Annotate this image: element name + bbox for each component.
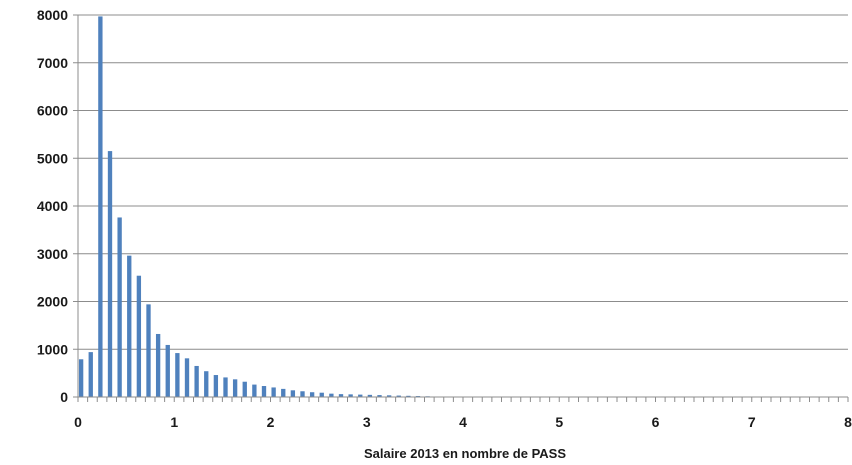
bar: [184, 358, 190, 397]
bar: [98, 16, 103, 398]
y-tick-label: 0: [60, 389, 68, 405]
bar: [309, 392, 315, 397]
bar: [290, 390, 296, 397]
bar: [367, 394, 373, 397]
bar: [88, 352, 93, 397]
x-tick-label: 6: [652, 414, 660, 430]
bar: [396, 395, 401, 397]
bar: [117, 217, 122, 397]
bar: [155, 333, 161, 397]
axes: [73, 14, 849, 402]
bar: [329, 393, 334, 397]
bar: [165, 344, 170, 397]
bar: [136, 275, 142, 397]
y-tick-label: 5000: [37, 150, 68, 166]
gridlines: [78, 14, 848, 350]
bar: [194, 365, 199, 397]
y-tick-label: 7000: [37, 55, 68, 71]
y-tick-label: 6000: [37, 103, 68, 119]
bar: [358, 394, 363, 397]
bar: [348, 394, 353, 397]
x-tick-label: 1: [170, 414, 178, 430]
y-tick-labels: 0 1000 2000 3000 4000 5000 6000 7000 8000: [37, 7, 68, 405]
y-tick-label: 2000: [37, 294, 68, 310]
x-tick-label: 3: [363, 414, 371, 430]
x-tick-label: 8: [844, 414, 852, 430]
bar: [338, 394, 344, 397]
bar: [223, 377, 228, 397]
bar: [146, 304, 151, 397]
bar: [319, 392, 324, 397]
bars: [78, 16, 440, 398]
bar: [386, 395, 392, 397]
x-tick-label: 5: [555, 414, 563, 430]
y-tick-label: 8000: [37, 7, 68, 23]
bar: [281, 388, 286, 397]
bar: [271, 387, 276, 397]
x-axis-title: Salaire 2013 en nombre de PASS: [364, 446, 566, 461]
bar: [213, 375, 219, 397]
bar: [242, 381, 247, 397]
bar: [78, 359, 84, 397]
x-tick-label: 4: [459, 414, 467, 430]
bar: [406, 395, 411, 397]
bar: [232, 379, 238, 397]
bar: [252, 384, 257, 397]
bar: [127, 255, 132, 397]
bar: [300, 391, 305, 397]
y-tick-label: 1000: [37, 341, 68, 357]
y-tick-label: 4000: [37, 198, 68, 214]
x-tick-label: 2: [267, 414, 275, 430]
x-tick-labels: 0 1 2 3 4 5 6 7 8: [74, 414, 852, 430]
y-tick-label: 3000: [37, 246, 68, 262]
bar: [175, 353, 180, 397]
x-tick-label: 7: [748, 414, 756, 430]
bar: [204, 371, 209, 397]
bar: [107, 151, 113, 397]
bar: [377, 395, 382, 397]
x-tick-label: 0: [74, 414, 82, 430]
bar: [261, 386, 267, 397]
